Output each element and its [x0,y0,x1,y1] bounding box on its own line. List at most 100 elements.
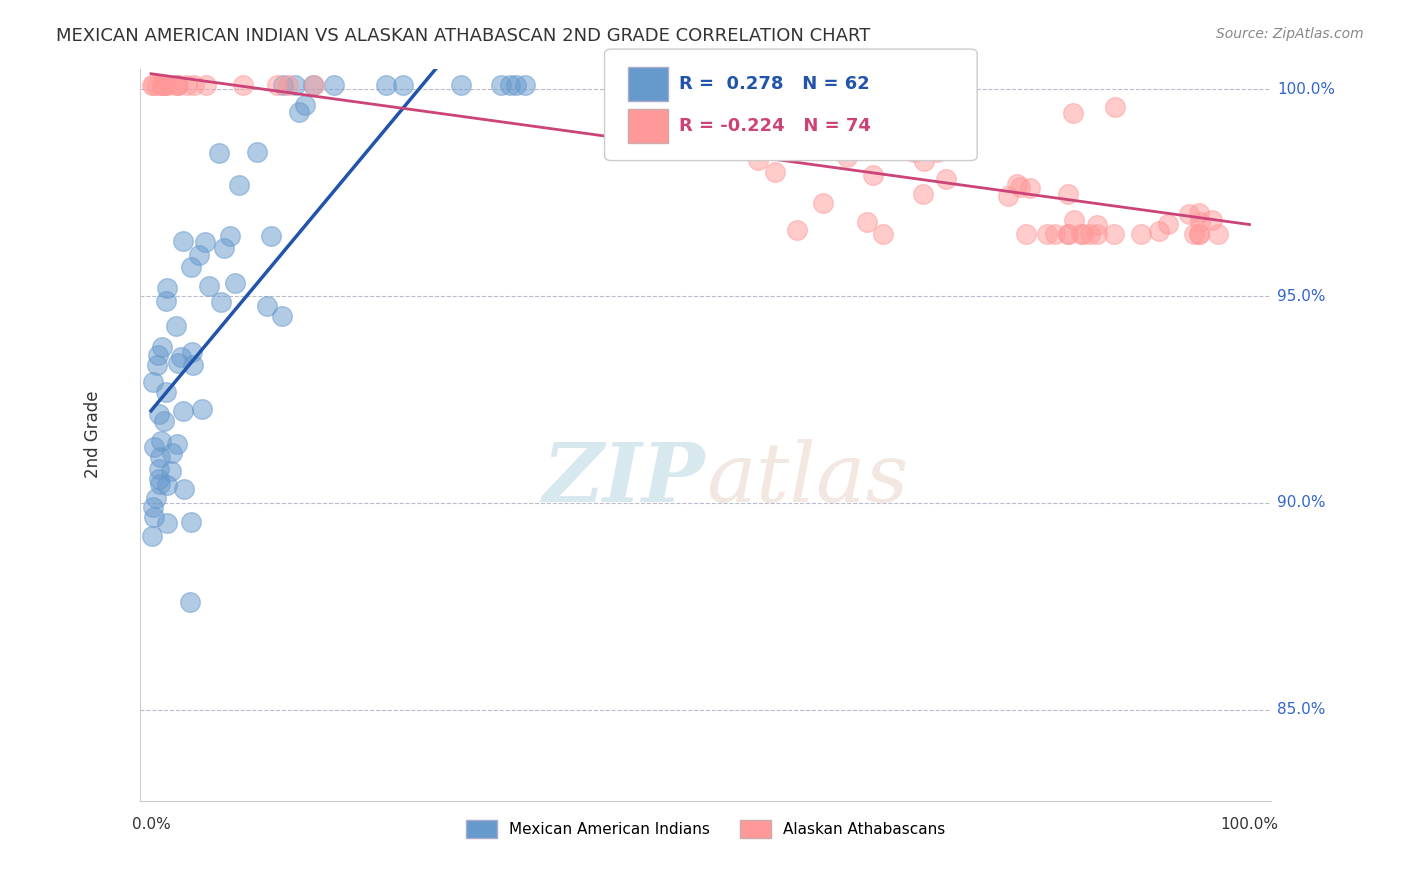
Point [515,78,537,92]
Text: 85.0%: 85.0% [1277,702,1326,717]
Point [302,78,325,92]
Point [794,129,817,144]
Point [245,145,267,159]
Text: 100.0%: 100.0% [1220,817,1278,832]
Point [232,78,254,92]
Point [1015,227,1038,241]
Point [997,189,1019,203]
Point [195,78,218,92]
Text: MEXICAN AMERICAN INDIAN VS ALASKAN ATHABASCAN 2ND GRADE CORRELATION CHART: MEXICAN AMERICAN INDIAN VS ALASKAN ATHAB… [56,27,870,45]
Point [152,78,174,92]
Point [194,235,217,250]
Point [748,78,770,92]
Point [1062,106,1084,120]
Point [259,229,281,244]
Point [811,195,834,210]
Point [863,78,886,92]
Point [142,376,165,390]
Point [1070,227,1092,241]
Point [156,478,179,492]
Point [505,78,527,92]
Point [911,187,934,202]
Point [156,516,179,531]
Point [166,78,188,92]
Point [153,414,176,428]
Point [165,319,187,334]
Text: R = -0.224   N = 74: R = -0.224 N = 74 [679,117,870,135]
Text: R =  0.278   N = 62: R = 0.278 N = 62 [679,75,870,93]
Point [157,78,180,92]
Point [153,78,176,92]
Point [160,446,183,460]
Point [150,340,173,354]
Text: ZIP: ZIP [543,439,706,518]
Point [155,384,177,399]
Point [180,260,202,275]
Point [149,477,172,491]
Point [277,78,299,92]
Point [1071,227,1094,241]
Point [156,281,179,295]
Point [1104,100,1126,114]
Point [190,402,212,417]
Point [166,355,188,369]
Point [150,78,173,92]
Point [142,78,165,92]
Point [148,462,170,476]
Point [167,78,190,92]
Point [155,294,177,309]
Point [145,491,167,506]
Point [1182,227,1205,241]
Point [1008,179,1031,194]
Point [925,145,948,160]
Point [170,351,193,365]
Point [1188,227,1211,241]
Point [145,358,167,372]
Point [149,434,172,449]
Point [256,299,278,313]
Point [747,153,769,167]
Point [912,154,935,169]
Point [179,595,201,609]
Text: Source: ZipAtlas.com: Source: ZipAtlas.com [1216,27,1364,41]
Text: 95.0%: 95.0% [1277,289,1326,303]
Text: atlas: atlas [706,439,908,518]
Point [837,150,859,164]
Point [146,78,169,92]
Point [856,215,879,229]
Point [1201,213,1223,227]
Point [148,472,170,486]
Point [872,227,894,241]
Point [146,347,169,361]
Text: 0.0%: 0.0% [132,817,170,832]
Point [176,78,198,92]
Point [917,136,939,150]
Point [1078,227,1101,241]
Point [209,295,232,310]
Point [786,223,808,237]
Point [935,171,957,186]
Point [1102,227,1125,241]
Point [1157,217,1180,231]
Point [266,78,288,92]
Point [142,510,165,524]
Point [270,309,292,323]
Point [218,228,240,243]
Point [302,78,325,92]
Point [862,168,884,182]
Point [141,78,163,92]
Point [180,516,202,530]
Point [1085,227,1108,241]
Point [212,241,235,255]
Point [172,234,194,248]
Point [1178,207,1201,221]
Point [1189,215,1212,229]
Point [1018,181,1040,195]
Point [228,178,250,193]
Point [323,78,346,92]
Text: 90.0%: 90.0% [1277,495,1326,510]
Point [1206,227,1229,241]
Point [1129,227,1152,241]
Point [1063,212,1085,227]
Point [149,450,172,464]
